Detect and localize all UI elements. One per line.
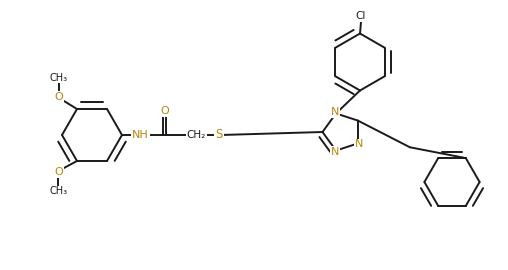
Text: N: N <box>331 107 339 117</box>
Text: Cl: Cl <box>356 11 366 21</box>
Text: O: O <box>54 167 63 177</box>
Text: NH: NH <box>132 130 149 140</box>
Text: CH₂: CH₂ <box>187 130 206 140</box>
Text: N: N <box>331 147 339 157</box>
Text: O: O <box>160 106 169 116</box>
Text: CH₃: CH₃ <box>49 73 68 83</box>
Text: O: O <box>54 92 63 102</box>
Text: N: N <box>355 140 363 150</box>
Text: CH₃: CH₃ <box>49 187 68 197</box>
Text: S: S <box>215 129 223 141</box>
